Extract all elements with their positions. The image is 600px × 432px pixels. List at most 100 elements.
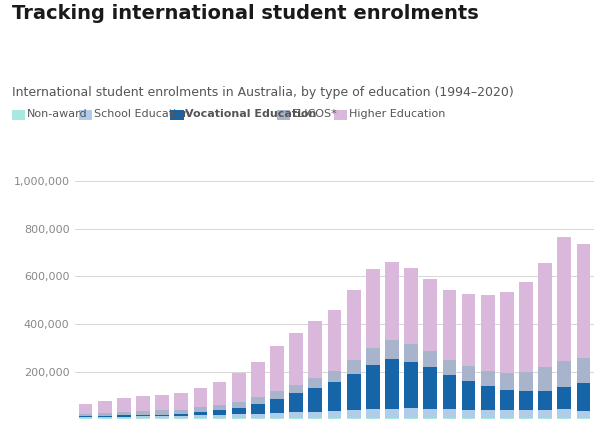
Bar <box>366 348 380 365</box>
Bar <box>155 415 169 416</box>
Bar <box>519 282 533 372</box>
Bar <box>577 384 590 411</box>
Bar <box>117 416 131 418</box>
Bar <box>577 245 590 359</box>
Bar <box>538 410 552 418</box>
Bar <box>194 416 208 418</box>
Bar <box>79 417 92 418</box>
Bar <box>308 321 322 378</box>
Bar <box>270 346 284 391</box>
Bar <box>538 367 552 391</box>
Bar <box>308 412 322 418</box>
Bar <box>347 360 361 374</box>
Bar <box>481 371 494 386</box>
Bar <box>194 412 208 416</box>
Bar <box>481 418 494 419</box>
Bar <box>270 399 284 413</box>
Bar <box>155 410 169 415</box>
Bar <box>175 418 188 419</box>
Bar <box>366 409 380 418</box>
Bar <box>98 400 112 413</box>
Bar <box>136 415 150 416</box>
Bar <box>136 418 150 419</box>
Bar <box>385 409 399 418</box>
Bar <box>500 390 514 410</box>
Bar <box>117 397 131 412</box>
Bar <box>443 360 457 375</box>
Bar <box>481 295 494 371</box>
Bar <box>366 365 380 409</box>
Bar <box>98 413 112 416</box>
Bar <box>251 397 265 404</box>
Bar <box>155 395 169 410</box>
Bar <box>79 418 92 419</box>
Bar <box>289 413 303 418</box>
Bar <box>251 362 265 397</box>
Bar <box>519 391 533 410</box>
Bar <box>404 268 418 344</box>
Bar <box>232 418 245 419</box>
Bar <box>404 408 418 418</box>
Bar <box>557 387 571 409</box>
Bar <box>519 410 533 418</box>
Bar <box>175 410 188 414</box>
Bar <box>251 418 265 419</box>
Bar <box>424 418 437 419</box>
Bar <box>443 290 457 360</box>
Bar <box>557 418 571 419</box>
Bar <box>577 418 590 419</box>
Bar <box>136 397 150 411</box>
Bar <box>424 409 437 418</box>
Bar <box>347 374 361 410</box>
Bar <box>289 418 303 419</box>
Bar <box>366 269 380 348</box>
Bar <box>424 279 437 351</box>
Bar <box>461 294 475 366</box>
Bar <box>308 378 322 388</box>
Bar <box>98 417 112 418</box>
Bar <box>232 373 245 402</box>
Bar <box>366 418 380 419</box>
Bar <box>328 382 341 411</box>
Text: Vocational Education: Vocational Education <box>185 108 317 119</box>
Bar <box>212 405 226 410</box>
Bar <box>481 386 494 410</box>
Bar <box>79 416 92 417</box>
Bar <box>577 411 590 418</box>
Bar <box>424 351 437 367</box>
Bar <box>289 333 303 385</box>
Bar <box>117 412 131 416</box>
Bar <box>404 418 418 419</box>
Text: ELICOS*: ELICOS* <box>292 108 337 119</box>
Text: International student enrolments in Australia, by type of education (1994–2020): International student enrolments in Aust… <box>12 86 514 99</box>
Bar <box>212 382 226 405</box>
Bar <box>461 410 475 418</box>
Bar <box>557 409 571 418</box>
Bar <box>289 394 303 413</box>
Bar <box>175 393 188 410</box>
Bar <box>500 418 514 419</box>
Bar <box>270 391 284 399</box>
Bar <box>212 410 226 415</box>
Bar <box>443 409 457 418</box>
Bar <box>194 418 208 419</box>
Bar <box>500 373 514 390</box>
Bar <box>308 418 322 419</box>
Bar <box>232 402 245 408</box>
Bar <box>155 416 169 418</box>
Bar <box>424 367 437 409</box>
Bar <box>404 344 418 362</box>
Bar <box>328 371 341 382</box>
Bar <box>519 372 533 391</box>
Bar <box>538 263 552 367</box>
Text: Non-award: Non-award <box>27 108 88 119</box>
Bar <box>155 418 169 419</box>
Bar <box>443 375 457 409</box>
Bar <box>328 418 341 419</box>
Bar <box>443 418 457 419</box>
Bar <box>347 290 361 360</box>
Bar <box>98 418 112 419</box>
Bar <box>308 388 322 412</box>
Bar <box>347 418 361 419</box>
Bar <box>328 411 341 418</box>
